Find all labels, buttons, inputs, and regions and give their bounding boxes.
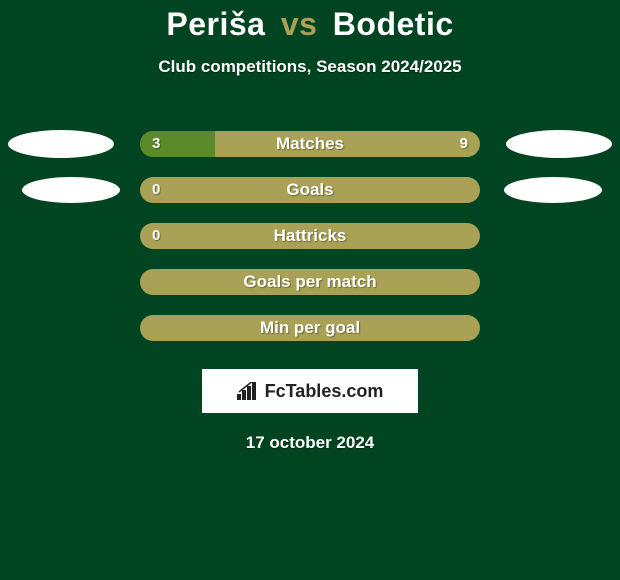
chart-icon	[237, 382, 259, 400]
title-player1: Periša	[166, 6, 265, 42]
comparison-date: 17 october 2024	[0, 433, 620, 453]
comparison-row: Min per goal	[0, 305, 620, 351]
bar-track: 39Matches	[140, 131, 480, 157]
title-vs: vs	[275, 6, 324, 42]
player1-avatar	[22, 177, 120, 203]
bar-label: Hattricks	[140, 223, 480, 249]
comparison-subtitle: Club competitions, Season 2024/2025	[0, 57, 620, 77]
bar-track: 0Hattricks	[140, 223, 480, 249]
player2-avatar	[506, 130, 612, 158]
logo-text: FcTables.com	[265, 381, 384, 402]
bar-track: 0Goals	[140, 177, 480, 203]
comparison-row: 0Goals	[0, 167, 620, 213]
title-player2: Bodetic	[333, 6, 454, 42]
bar-track: Min per goal	[140, 315, 480, 341]
comparison-row: 0Hattricks	[0, 213, 620, 259]
logo: FcTables.com	[237, 381, 384, 402]
comparison-row: Goals per match	[0, 259, 620, 305]
bar-track: Goals per match	[140, 269, 480, 295]
comparison-title: Periša vs Bodetic	[0, 0, 620, 43]
comparison-bars: 39Matches 0Goals 0Hattricks Goals per match…	[0, 121, 620, 351]
player2-avatar	[504, 177, 602, 203]
bar-label: Goals per match	[140, 269, 480, 295]
comparison-row: 39Matches	[0, 121, 620, 167]
bar-label: Min per goal	[140, 315, 480, 341]
player1-avatar	[8, 130, 114, 158]
logo-box: FcTables.com	[202, 369, 418, 413]
bar-label: Matches	[140, 131, 480, 157]
bar-label: Goals	[140, 177, 480, 203]
